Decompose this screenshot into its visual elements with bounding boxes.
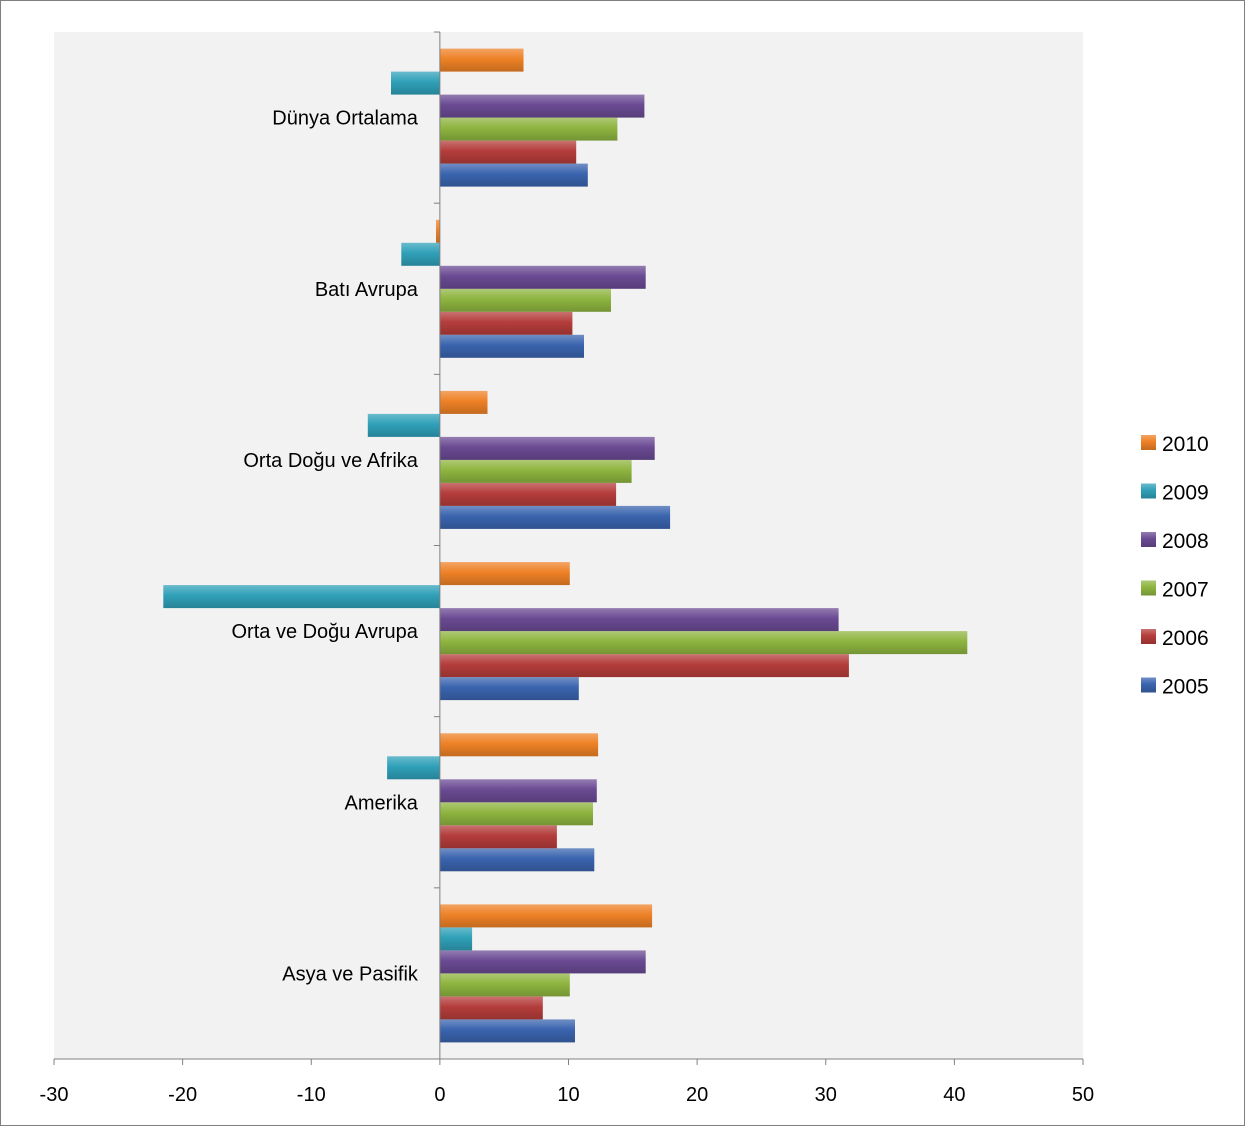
bar-2006-4 bbox=[439, 311, 573, 335]
value-tick-label: 0 bbox=[434, 1084, 445, 1106]
bar-2005-3 bbox=[439, 505, 671, 529]
bar-2010-2 bbox=[439, 562, 570, 586]
bar-2007-0 bbox=[439, 973, 570, 997]
category-label: Dünya Ortalama bbox=[272, 108, 418, 130]
bar-2006-2 bbox=[439, 654, 849, 678]
legend-label-2007: 2007 bbox=[1162, 579, 1209, 602]
bar-2010-0 bbox=[439, 904, 653, 928]
value-tick-label: -20 bbox=[168, 1084, 197, 1106]
bar-2005-4 bbox=[439, 334, 584, 358]
bar-2006-0 bbox=[439, 996, 543, 1020]
bar-2005-0 bbox=[439, 1019, 575, 1043]
legend-label-2009: 2009 bbox=[1162, 482, 1209, 505]
bar-2010-4 bbox=[436, 219, 440, 243]
legend-swatch-2005 bbox=[1141, 677, 1156, 693]
bar-2008-4 bbox=[439, 265, 646, 289]
bar-2010-3 bbox=[439, 390, 488, 414]
legend-label-2010: 2010 bbox=[1162, 433, 1209, 456]
category-label: Orta Doğu ve Afrika bbox=[243, 450, 418, 472]
category-label: Orta ve Doğu Avrupa bbox=[231, 621, 418, 643]
legend-label-2006: 2006 bbox=[1162, 627, 1209, 650]
plot-area bbox=[54, 32, 1083, 1059]
bar-2005-5 bbox=[439, 163, 588, 187]
bar-2007-5 bbox=[439, 117, 618, 141]
legend-swatch-2009 bbox=[1141, 483, 1156, 499]
bar-2009-1 bbox=[387, 756, 440, 780]
legend-swatch-2010 bbox=[1141, 435, 1156, 450]
bar-2009-4 bbox=[401, 242, 440, 266]
bar-2007-4 bbox=[439, 288, 611, 312]
legend-swatch-2008 bbox=[1141, 532, 1156, 547]
category-label: Asya ve Pasifik bbox=[282, 963, 419, 985]
value-tick-label: 50 bbox=[1072, 1084, 1094, 1106]
bar-2009-3 bbox=[367, 413, 440, 437]
bar-2009-5 bbox=[391, 71, 440, 95]
bar-2010-1 bbox=[439, 733, 599, 757]
bar-2006-1 bbox=[439, 825, 557, 849]
value-tick-label: -10 bbox=[297, 1084, 326, 1106]
bar-2005-1 bbox=[439, 848, 595, 872]
legend-swatch-2007 bbox=[1141, 580, 1156, 596]
value-tick-label: 30 bbox=[815, 1084, 837, 1106]
bar-2006-3 bbox=[439, 482, 617, 506]
bar-2007-3 bbox=[439, 459, 632, 483]
bar-2007-1 bbox=[439, 802, 593, 826]
value-tick-label: 20 bbox=[686, 1084, 708, 1106]
bar-2009-2 bbox=[163, 585, 440, 609]
bar-2008-5 bbox=[439, 94, 645, 118]
bar-2009-0 bbox=[439, 927, 473, 951]
legend-swatch-2006 bbox=[1141, 629, 1156, 644]
value-tick-label: 10 bbox=[557, 1084, 579, 1106]
legend: 2010 2009 2008 2007 2006 2005 bbox=[1141, 433, 1209, 699]
bar-2008-3 bbox=[439, 436, 655, 460]
bar-2008-1 bbox=[439, 779, 597, 803]
bar-2010-5 bbox=[439, 48, 524, 72]
value-tick-label: 40 bbox=[943, 1084, 965, 1106]
legend-label-2008: 2008 bbox=[1162, 530, 1209, 553]
bar-2005-2 bbox=[439, 677, 579, 701]
legend-label-2005: 2005 bbox=[1162, 676, 1209, 699]
bar-2008-2 bbox=[439, 608, 839, 632]
bar-2007-2 bbox=[439, 631, 968, 655]
value-tick-label: -30 bbox=[40, 1084, 69, 1106]
category-label: Amerika bbox=[345, 792, 419, 814]
category-label: Batı Avrupa bbox=[315, 279, 419, 301]
bar-2008-0 bbox=[439, 950, 646, 974]
bar-2006-5 bbox=[439, 140, 577, 164]
